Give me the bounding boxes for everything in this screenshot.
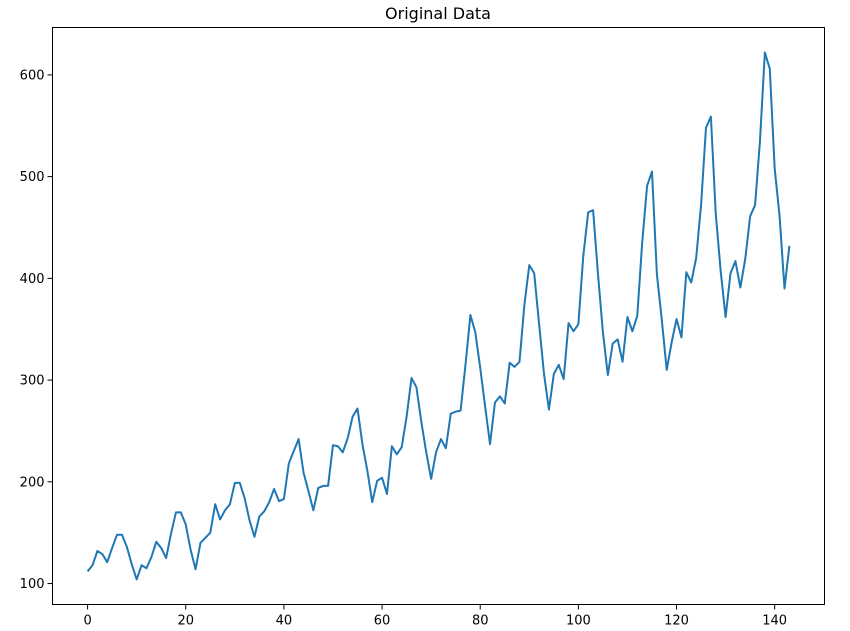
plot-frame	[52, 27, 825, 605]
chart-title: Original Data	[385, 4, 491, 23]
x-tick-label: 40	[276, 614, 293, 629]
y-tick-label: 400	[20, 272, 45, 287]
series-line	[86, 51, 791, 581]
y-tick-label: 200	[20, 475, 45, 490]
x-axis: 0 20 40 60 80 100 120 140	[83, 604, 787, 629]
x-tick-label: 60	[374, 614, 391, 629]
x-tick-label: 140	[762, 614, 787, 629]
x-tick-label: 20	[177, 614, 194, 629]
x-tick-label: 120	[664, 614, 689, 629]
y-tick-label: 500	[20, 170, 45, 185]
x-tick-label: 100	[566, 614, 591, 629]
x-tick-label: 80	[472, 614, 489, 629]
x-tick-label: 0	[83, 614, 91, 629]
y-axis: 100 200 300 400 500 600	[20, 68, 53, 592]
y-tick-label: 300	[20, 374, 45, 389]
y-tick-label: 100	[20, 577, 45, 592]
y-tick-label: 600	[20, 68, 45, 83]
